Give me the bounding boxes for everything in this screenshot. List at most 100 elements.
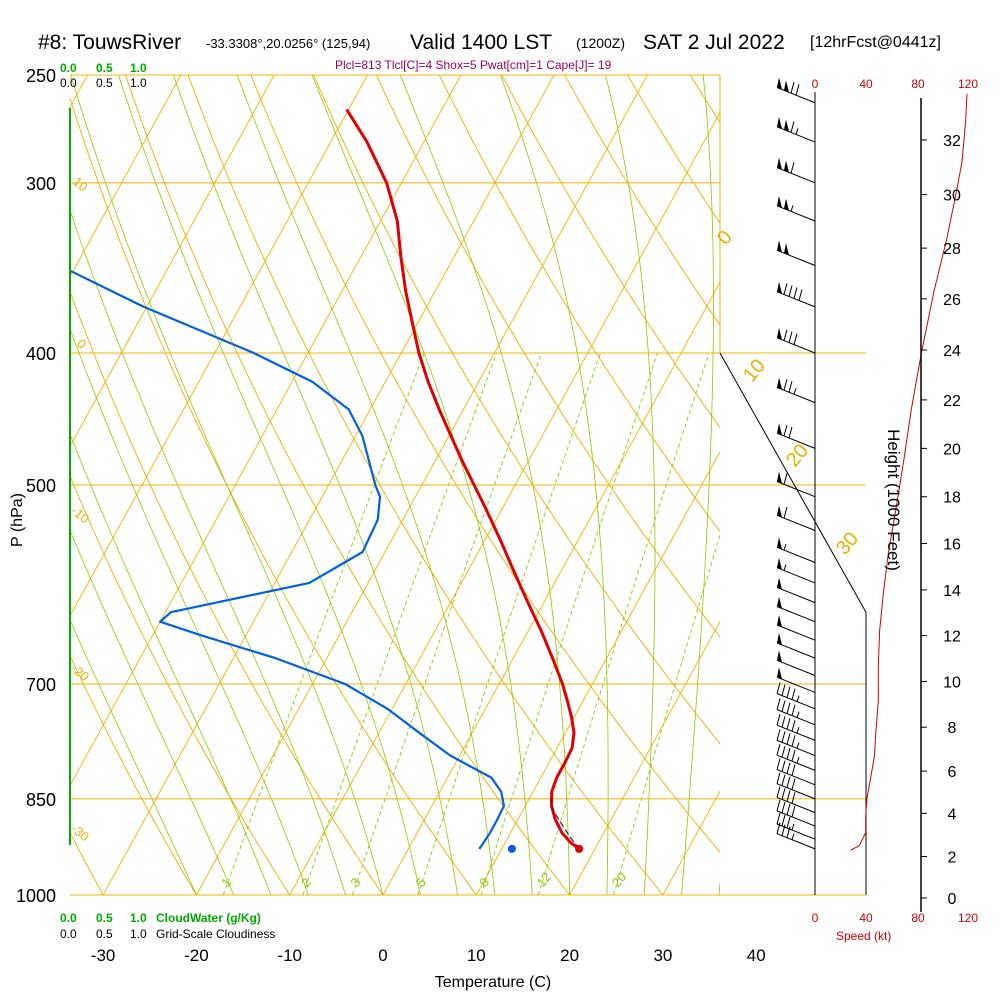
dry-adiabat-line — [70, 474, 291, 895]
wind-barb-flag — [777, 614, 782, 627]
wind-barb-flag — [777, 577, 782, 590]
station-coordinates: -33.3308°,20.0256° (125,94) — [206, 36, 371, 51]
wind-barb-staff — [776, 249, 816, 266]
wind-barb-staff — [776, 291, 816, 308]
isotherm-line — [70, 75, 275, 448]
wind-barb — [776, 281, 816, 308]
mixing-ratio-label: 20 — [609, 869, 630, 890]
dry-adiabat-line — [501, 75, 720, 429]
temperature-tick-label: 10 — [467, 946, 486, 965]
wind-barb-full — [791, 704, 796, 716]
height-tick-label: 18 — [943, 490, 961, 507]
sounding-profiles — [70, 108, 584, 853]
wind-barb-full — [786, 702, 791, 714]
wind-barb-flag — [777, 281, 782, 294]
wind-barb-full — [776, 714, 781, 726]
wind-barb-full — [783, 473, 788, 485]
mixing-ratio-label: 3 — [347, 875, 363, 890]
speed-axis-title: Speed (kt) — [836, 929, 891, 943]
wind-barb-full — [788, 426, 793, 439]
speed-tick-top: 80 — [911, 77, 925, 91]
dry-adiabat-line — [124, 75, 570, 895]
wind-barb-half — [795, 128, 799, 135]
station-title: #8: TouwsRiver — [38, 31, 182, 54]
height-tick-label: 12 — [943, 629, 961, 646]
wind-barb — [776, 505, 816, 531]
height-tick-label: 32 — [943, 133, 961, 150]
moist-adiabat-line — [70, 327, 309, 895]
wind-barb-flag — [777, 596, 782, 609]
mixing-ratio-label: 2 — [298, 875, 314, 890]
wind-barb-full — [786, 762, 791, 774]
dry-adiabat-line — [70, 97, 477, 895]
wind-barb-staff — [776, 659, 816, 676]
wind-barb — [776, 157, 816, 184]
dry-adiabat-label: 0 — [74, 336, 89, 352]
cloudwater-tick-top: 1.0 — [130, 61, 147, 75]
wind-barb-half — [796, 742, 800, 749]
wind-barb-full — [781, 814, 786, 827]
wind-barb-half — [793, 388, 797, 395]
wind-barb-full — [776, 729, 781, 741]
y-axis-title: P (hPa) — [9, 493, 26, 547]
moist-adiabat-line — [70, 208, 347, 895]
dewpoint-surface-marker — [507, 844, 516, 853]
wind-barb-flag — [777, 650, 782, 663]
height-tick-label: 24 — [943, 343, 961, 360]
wind-barb-full — [781, 700, 786, 712]
wind-barb — [776, 116, 816, 143]
wind-barb — [776, 596, 816, 623]
moist-adiabat-line — [118, 75, 421, 895]
wind-barb-full — [788, 381, 793, 393]
wind-barb-half — [796, 695, 800, 702]
wind-barb-staff — [776, 783, 816, 800]
wind-barb — [776, 377, 816, 404]
moist-adiabat-line — [70, 618, 197, 895]
wind-barb-staff — [776, 796, 816, 814]
wind-barb — [776, 557, 816, 584]
wind-barb — [776, 77, 816, 104]
height-tick-label: 26 — [943, 292, 961, 309]
pressure-tick-label: 300 — [26, 174, 56, 194]
speed-tick-top: 120 — [958, 77, 978, 91]
right-frame-slope — [719, 352, 867, 895]
temperature-tick-label: 0 — [378, 946, 387, 965]
wind-barb-full — [791, 735, 796, 747]
mixing-ratio-line — [613, 533, 720, 895]
height-tick-label: 22 — [943, 393, 961, 410]
forecast-run: [12hrFcst@0441z] — [810, 34, 941, 51]
wind-barb — [776, 799, 816, 827]
wind-barb-staff — [776, 167, 816, 184]
wind-barb-staff — [776, 739, 816, 757]
dry-adiabat-label: -20 — [68, 661, 92, 685]
dry-adiabat-label: 0 — [713, 227, 737, 250]
dry-adiabat-line — [250, 75, 720, 854]
cloudiness-tick-top: 1.0 — [130, 76, 147, 90]
stability-indices: Plcl=813 Tlcl[C]=4 Shox=5 Pwat[cm]=1 Cap… — [335, 58, 612, 72]
wind-barb-half — [783, 564, 787, 571]
x-axis-title: Temperature (C) — [435, 974, 551, 991]
wind-barb-half — [791, 833, 795, 840]
speed-tick-top: 0 — [812, 77, 819, 91]
wind-barb-staff — [776, 514, 816, 531]
wind-barb — [776, 714, 816, 741]
dry-adiabat-label: -10 — [68, 503, 92, 527]
height-tick-label: 16 — [943, 537, 961, 554]
wind-barb-full — [788, 331, 793, 343]
moist-adiabat-line — [500, 75, 609, 895]
cloudwater-tick-bottom: 0.5 — [96, 911, 113, 925]
temperature-tick-label: 40 — [747, 946, 766, 965]
mixing-ratio-line — [417, 352, 601, 895]
wind-barb — [776, 327, 816, 354]
wind-barb-full — [783, 379, 788, 391]
wind-barb-full — [783, 424, 788, 437]
wind-barb — [776, 758, 816, 786]
wind-barb-staff — [776, 724, 816, 741]
dry-adiabat-line — [70, 654, 197, 895]
wind-barb-flag — [784, 243, 789, 256]
speed-tick-bottom: 80 — [911, 911, 925, 925]
pressure-tick-label: 250 — [26, 66, 56, 86]
pressure-tick-label: 1000 — [16, 886, 56, 906]
mixing-ratio-label: 12 — [533, 869, 554, 890]
